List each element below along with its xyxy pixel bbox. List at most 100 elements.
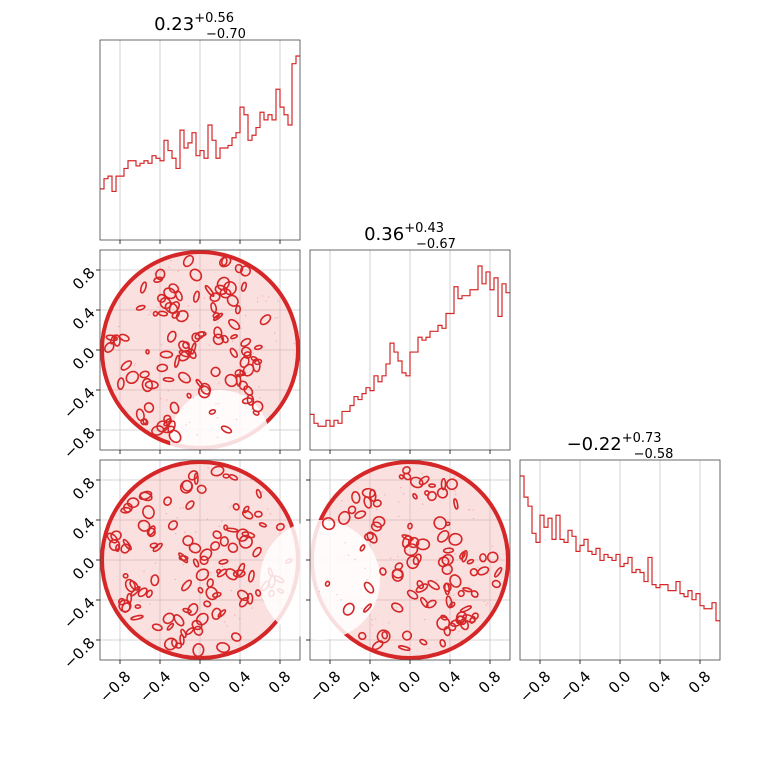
density-contour (196, 484, 207, 494)
hist-grid-0 (119, 40, 281, 240)
sample-point (149, 311, 152, 313)
density-contour (459, 618, 470, 631)
sample-point (274, 317, 276, 319)
sample-point (467, 619, 470, 621)
sample-point (198, 335, 201, 337)
density-contour (129, 580, 139, 591)
sample-point (485, 604, 487, 606)
density-contour (381, 631, 389, 640)
sample-point (371, 619, 373, 621)
sample-point (205, 575, 208, 577)
density-contour (178, 371, 192, 384)
sample-point (454, 553, 456, 555)
density-contour (459, 605, 472, 613)
density-contour (157, 310, 169, 317)
sample-point (371, 507, 373, 509)
sample-point (229, 506, 231, 509)
density-contour (230, 334, 239, 340)
density-contour (110, 530, 122, 541)
sample-point (168, 496, 170, 499)
sample-point (196, 434, 199, 436)
sample-point (177, 270, 179, 272)
sample-point (168, 266, 170, 268)
sample-point (160, 271, 162, 273)
sample-point (340, 599, 342, 601)
sample-point (182, 564, 184, 566)
sample-point (199, 325, 201, 327)
density-contour (188, 542, 202, 554)
density-contour (420, 596, 429, 608)
sample-point (444, 559, 446, 562)
sample-point (375, 508, 378, 511)
density-contour (216, 276, 230, 291)
density-contour (247, 569, 255, 583)
density-contour (376, 629, 391, 644)
density-contour (437, 556, 450, 568)
density-contour (419, 638, 428, 646)
density-contour (402, 466, 411, 475)
sample-point (468, 586, 470, 588)
density-contour (337, 510, 351, 525)
sample-point (436, 579, 438, 581)
x-tick-label: −0.4 (136, 668, 174, 706)
density-contour (238, 534, 253, 549)
density-contour (445, 478, 458, 491)
density-contour (436, 530, 450, 543)
histogram-param-2 (520, 475, 720, 622)
sample-point (233, 614, 236, 616)
sample-point (148, 314, 150, 316)
density-contour (275, 522, 285, 531)
sample-point (458, 630, 460, 633)
density-contour (379, 567, 387, 576)
sample-point (360, 607, 363, 610)
density-contour (443, 582, 452, 593)
density-contour (240, 337, 252, 348)
sample-point (150, 575, 152, 578)
density-contour (199, 555, 209, 566)
density-contour (239, 356, 250, 369)
density-contour (469, 568, 479, 577)
sample-point (160, 397, 162, 400)
density-contour (418, 475, 430, 486)
density-contour (126, 497, 140, 509)
sample-point (216, 436, 219, 439)
sample-point (133, 364, 135, 367)
density-contour (232, 503, 240, 511)
density-contour (462, 586, 473, 593)
density-contour (162, 612, 175, 625)
density-contour (181, 579, 193, 592)
density-contour (461, 549, 468, 563)
y-tick-label: 0.8 (69, 474, 99, 504)
title-param-1: 0.36+0.43 −0.67 (364, 221, 456, 252)
sample-point (421, 503, 424, 505)
density-contour (192, 290, 200, 303)
density-contour (477, 566, 490, 576)
sample-point (215, 403, 217, 405)
density-contour (139, 491, 153, 502)
density-contour (370, 521, 383, 532)
sample-point (179, 507, 182, 510)
density-contour (126, 592, 133, 605)
density-contour (243, 385, 254, 396)
density-contour (159, 297, 172, 310)
density-contour (227, 542, 239, 553)
sample-point (226, 625, 228, 627)
density-contour (443, 626, 451, 637)
sample-point (216, 416, 219, 419)
sample-point (219, 339, 221, 341)
y-tick-label: 0.4 (69, 304, 99, 334)
density-contour (191, 332, 201, 343)
density-contour (106, 532, 118, 544)
histogram-param-0 (100, 55, 300, 193)
density-contour (224, 373, 238, 388)
density-hole (170, 390, 270, 490)
density-contour (470, 590, 479, 598)
density-contour (211, 607, 222, 621)
hist-grid-1 (329, 250, 491, 450)
density-panel-0 (100, 250, 300, 490)
sample-point (384, 494, 386, 496)
density-contour (426, 490, 437, 502)
density-contour (156, 293, 167, 303)
sample-point (134, 362, 136, 365)
density-contour (159, 350, 174, 359)
